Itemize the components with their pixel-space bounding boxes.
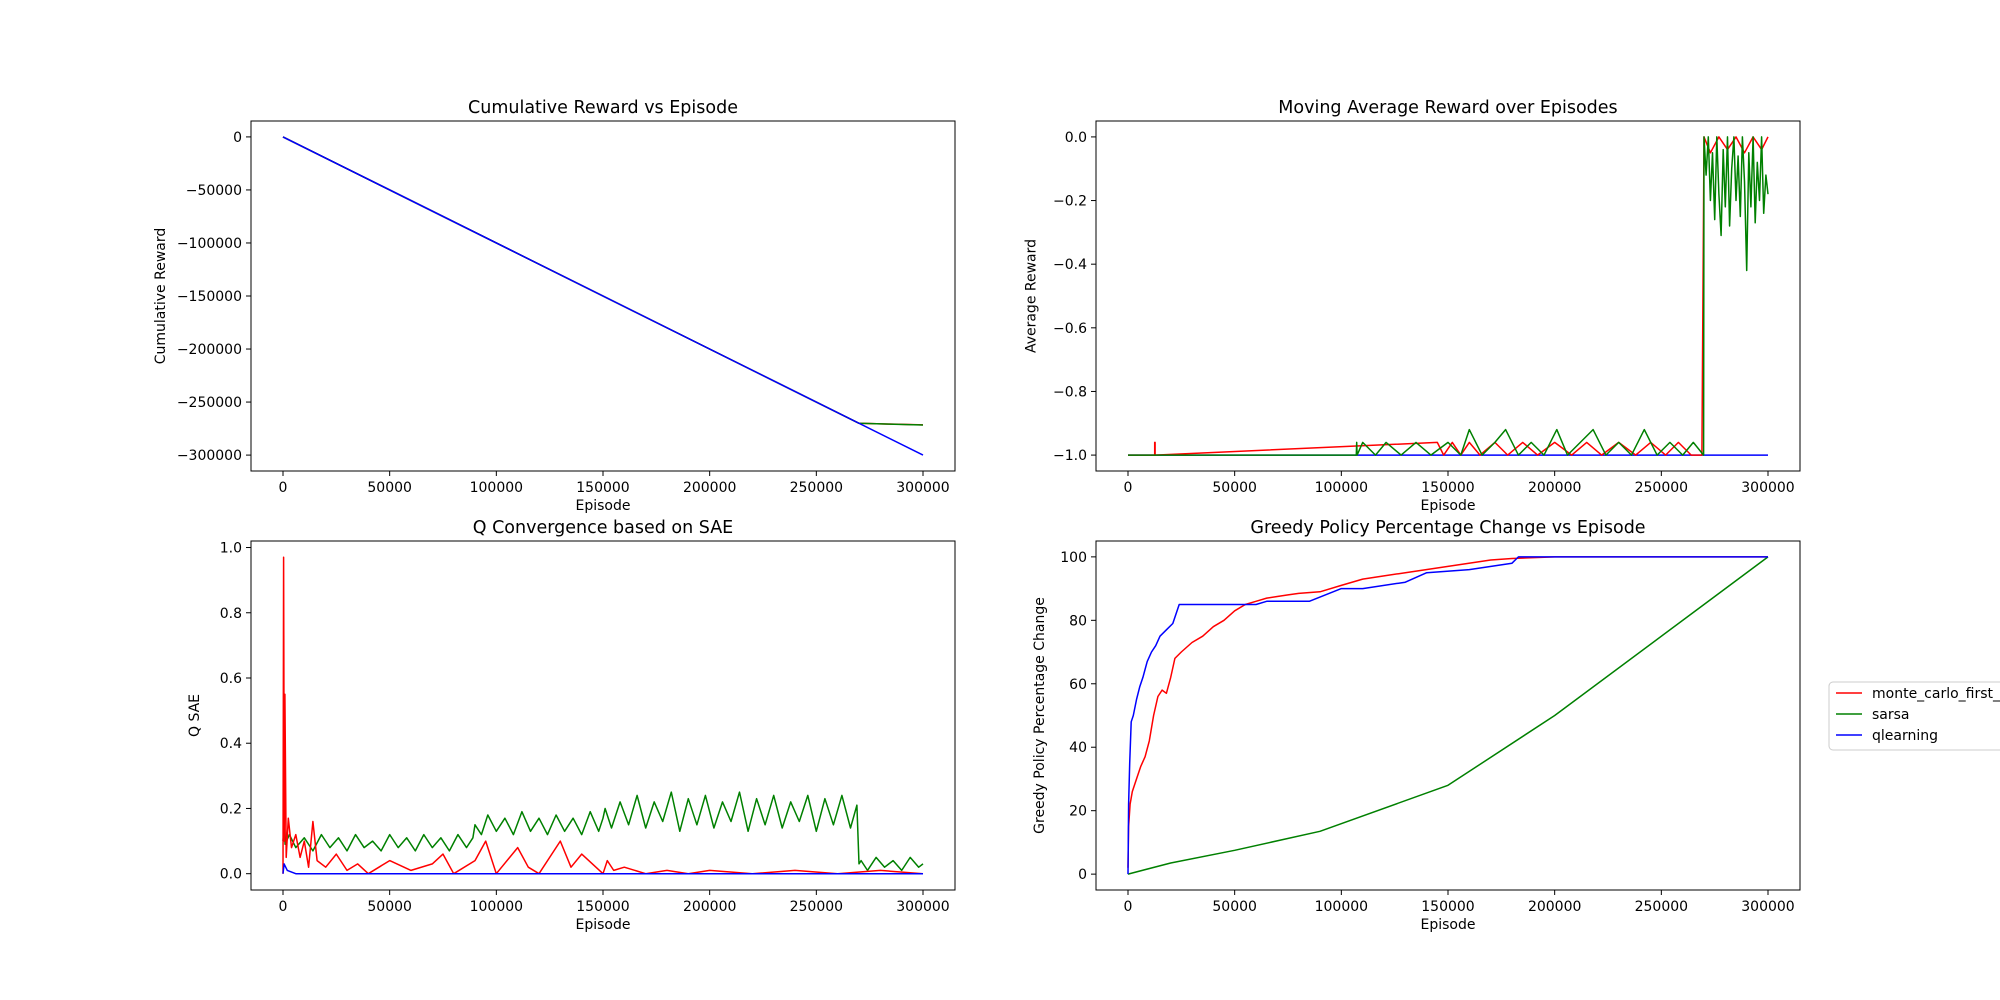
series-group — [282, 136, 924, 456]
y-tick-label: 0.4 — [220, 736, 242, 752]
x-tick-label: 50000 — [367, 480, 412, 496]
x-tick-label: 0 — [1124, 480, 1133, 496]
x-tick-label: 200000 — [1528, 899, 1581, 915]
x-tick-label: 150000 — [1421, 480, 1474, 496]
y-tick-label: −50000 — [186, 183, 242, 199]
y-axis-label: Cumulative Reward — [153, 228, 169, 365]
x-tick-label: 50000 — [1212, 480, 1257, 496]
y-tick-label: 60 — [1069, 677, 1087, 693]
series-line-sarsa — [282, 136, 924, 426]
y-tick-label: −0.4 — [1053, 257, 1087, 273]
x-tick-label: 150000 — [576, 480, 629, 496]
y-tick-label: 80 — [1069, 613, 1087, 629]
x-axis-label: Episode — [576, 917, 631, 933]
series-group — [1128, 136, 1769, 456]
y-tick-label: 1.0 — [220, 541, 242, 557]
x-tick-label: 150000 — [1421, 899, 1474, 915]
x-tick-label: 0 — [279, 899, 288, 915]
series-line-monte-carlo-first — [1127, 556, 1768, 868]
x-axis-label: Episode — [576, 498, 631, 514]
y-tick-label: −0.2 — [1053, 194, 1087, 210]
x-tick-label: 100000 — [1315, 480, 1368, 496]
x-tick-label: 300000 — [896, 899, 949, 915]
legend-label: monte_carlo_first_ — [1872, 686, 2000, 702]
legend: monte_carlo_first_sarsa qlearning — [1828, 681, 2000, 751]
x-tick-label: 300000 — [896, 480, 949, 496]
x-tick-label: 200000 — [683, 480, 736, 496]
subplot-title: Q Convergence based on SAE — [473, 518, 734, 538]
legend-label: qlearning — [1872, 728, 1938, 744]
series-group — [1127, 556, 1769, 875]
axes-frame — [1095, 540, 1801, 891]
subplot-title: Cumulative Reward vs Episode — [468, 98, 738, 118]
x-tick-label: 50000 — [367, 899, 412, 915]
series-line-qlearning — [1127, 556, 1768, 875]
subplot-title: Greedy Policy Percentage Change vs Episo… — [1250, 518, 1645, 538]
subplot-3: 0 50000 100000 150000 200000 250000 300000 0.0 0… — [187, 518, 956, 933]
x-tick-label: 250000 — [1635, 480, 1688, 496]
y-tick-label: −200000 — [177, 342, 242, 358]
y-tick-label: 20 — [1069, 804, 1087, 820]
x-tick-label: 100000 — [1315, 899, 1368, 915]
x-tick-label: 100000 — [470, 899, 523, 915]
y-tick-label: 0.6 — [220, 671, 242, 687]
y-tick-label: −300000 — [177, 448, 242, 464]
x-tick-label: 300000 — [1741, 899, 1794, 915]
y-tick-label: −1.0 — [1053, 448, 1087, 464]
y-tick-label: 0.2 — [220, 801, 242, 817]
series-line-sarsa — [1127, 556, 1769, 875]
y-axis-label: Average Reward — [1024, 239, 1040, 353]
y-tick-label: −250000 — [177, 395, 242, 411]
x-tick-label: 250000 — [790, 480, 843, 496]
y-tick-label: 0.0 — [220, 867, 242, 883]
series-line-sarsa — [1128, 136, 1769, 456]
y-tick-label: 100 — [1060, 550, 1087, 566]
y-tick-label: −100000 — [177, 236, 242, 252]
subplot-1: 0 50000 100000 150000 200000 250000 300000 0 −50… — [153, 98, 956, 514]
y-tick-label: 0.8 — [220, 606, 242, 622]
y-tick-label: 40 — [1069, 740, 1087, 756]
x-axis-label: Episode — [1421, 917, 1476, 933]
y-tick-label: −150000 — [177, 289, 242, 305]
series-line-monte-carlo-first — [282, 556, 924, 875]
x-axis-label: Episode — [1421, 498, 1476, 514]
y-tick-label: 0 — [233, 130, 242, 146]
series-group — [282, 556, 924, 875]
series-line-qlearning — [282, 136, 924, 456]
x-tick-label: 100000 — [470, 480, 523, 496]
y-tick-label: −0.6 — [1053, 321, 1087, 337]
subplot-title: Moving Average Reward over Episodes — [1278, 98, 1617, 118]
y-tick-label: −0.8 — [1053, 384, 1087, 400]
y-tick-label: 0 — [1078, 867, 1087, 883]
series-line-qlearning — [282, 863, 923, 875]
y-axis-label: Greedy Policy Percentage Change — [1032, 597, 1048, 834]
series-line-monte-carlo-first — [282, 136, 924, 426]
y-axis-label: Q SAE — [187, 694, 203, 737]
x-tick-label: 250000 — [1635, 899, 1688, 915]
subplot-2: 0 50000 100000 150000 200000 250000 300000 0.0 −… — [1024, 98, 1801, 514]
x-tick-label: 200000 — [1528, 480, 1581, 496]
x-tick-label: 250000 — [790, 899, 843, 915]
legend-box — [1828, 681, 2000, 751]
x-tick-label: 300000 — [1741, 480, 1794, 496]
legend-label: sarsa — [1872, 707, 1910, 723]
axes-frame — [250, 540, 956, 891]
series-line-sarsa — [282, 791, 924, 872]
subplot-4: 0 50000 100000 150000 200000 250000 300000 0 20 4… — [1032, 518, 1801, 933]
x-tick-label: 50000 — [1212, 899, 1257, 915]
y-tick-label: 0.0 — [1065, 130, 1087, 146]
series-line-monte-carlo-first — [1128, 136, 1769, 456]
x-tick-label: 0 — [279, 480, 288, 496]
x-tick-label: 150000 — [576, 899, 629, 915]
axes-frame — [1095, 120, 1801, 472]
x-tick-label: 200000 — [683, 899, 736, 915]
x-tick-label: 0 — [1124, 899, 1133, 915]
